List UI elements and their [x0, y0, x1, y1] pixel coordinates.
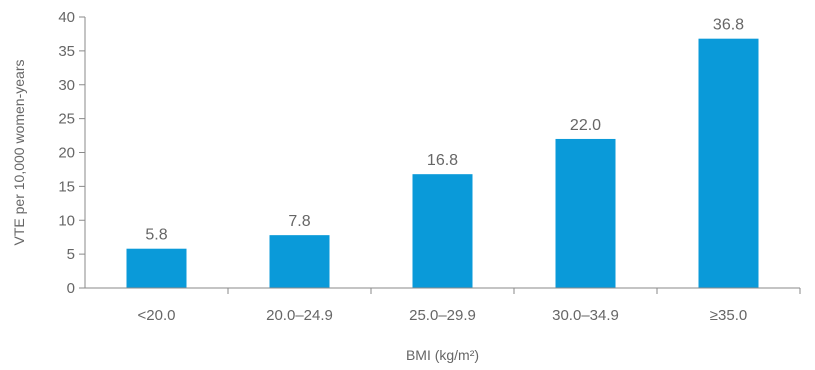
bar-value-label: 36.8	[713, 17, 744, 34]
bar-value-label: 5.8	[145, 227, 167, 244]
x-axis-label: BMI (kg/m²)	[406, 347, 479, 363]
y-tick-label: 0	[67, 280, 75, 297]
x-tick-label: 20.0–24.9	[266, 307, 333, 324]
x-tick-label: 30.0–34.9	[552, 307, 619, 324]
bar	[555, 138, 616, 288]
bar-value-label: 7.8	[288, 213, 310, 230]
bar-value-label: 22.0	[570, 117, 601, 134]
y-tick-label: 15	[58, 178, 75, 195]
x-tick-label: ≥35.0	[710, 307, 747, 324]
x-axis-ticks: <20.0 20.0–24.9 25.0–29.9 30.0–34.9 ≥35.0	[138, 288, 801, 324]
x-tick-label: 25.0–29.9	[409, 307, 476, 324]
y-tick-label: 40	[58, 9, 75, 26]
y-tick-label: 25	[58, 111, 75, 128]
y-tick-label: 10	[58, 212, 75, 229]
y-tick-label: 30	[58, 77, 75, 94]
bar	[126, 248, 187, 288]
y-axis-ticks: 0 5 10 15 20 25 30 35 40	[58, 9, 85, 297]
data-labels: 5.8 7.8 16.8 22.0 36.8	[145, 17, 744, 244]
bar-value-label: 16.8	[427, 152, 458, 169]
bar	[269, 235, 330, 288]
bar	[412, 174, 473, 288]
y-tick-label: 5	[67, 246, 75, 263]
bars	[126, 38, 759, 289]
bar	[698, 38, 759, 289]
y-tick-label: 20	[58, 145, 75, 162]
y-tick-label: 35	[58, 43, 75, 60]
y-axis-label: VTE per 10,000 women-years	[11, 60, 27, 246]
x-tick-label: <20.0	[138, 307, 176, 324]
